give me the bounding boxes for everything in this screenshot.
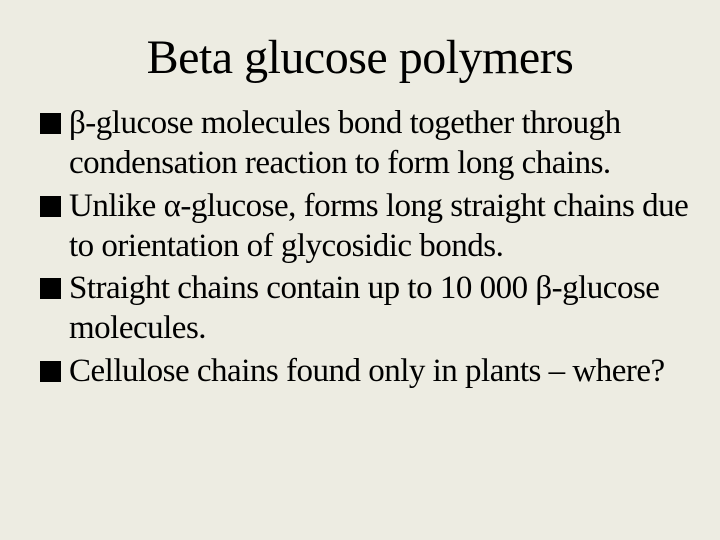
bullet-text: Unlike α-glucose, forms long straight ch… [69,186,690,267]
bullet-list: β-glucose molecules bond together throug… [30,103,690,520]
bullet-text: Cellulose chains found only in plants – … [69,351,690,391]
list-item: Straight chains contain up to 10 000 β-g… [40,268,690,349]
list-item: Unlike α-glucose, forms long straight ch… [40,186,690,267]
list-item: Cellulose chains found only in plants – … [40,351,690,391]
bullet-text: β-glucose molecules bond together throug… [69,103,690,184]
slide-title: Beta glucose polymers [30,30,690,85]
bullet-text: Straight chains contain up to 10 000 β-g… [69,268,690,349]
square-bullet-icon [40,278,61,299]
slide: Beta glucose polymers β-glucose molecule… [0,0,720,540]
square-bullet-icon [40,361,61,382]
list-item: β-glucose molecules bond together throug… [40,103,690,184]
square-bullet-icon [40,196,61,217]
square-bullet-icon [40,113,61,134]
